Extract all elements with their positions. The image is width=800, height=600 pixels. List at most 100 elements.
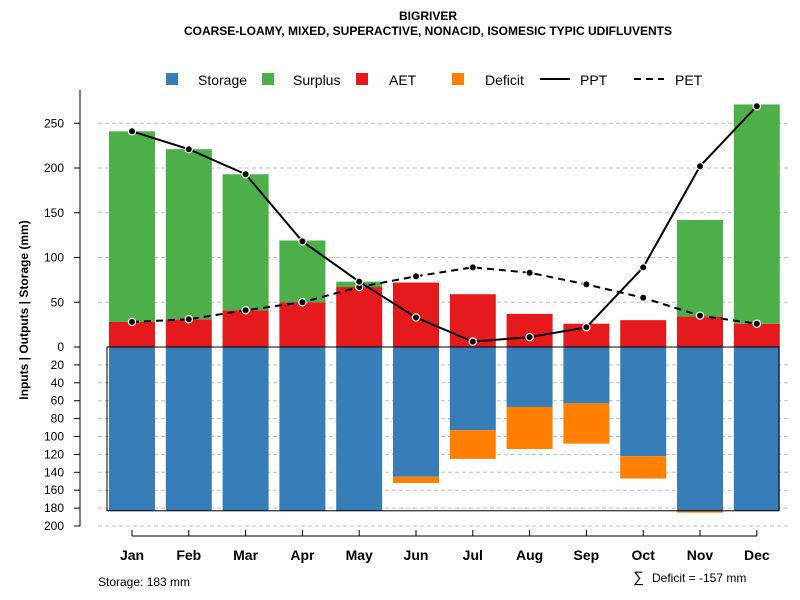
y-tick-label: 140: [44, 465, 64, 479]
legend-pet-label: PET: [675, 72, 703, 88]
y-tick-label: 200: [44, 519, 64, 533]
aet-bar: [222, 310, 269, 347]
ppt-point: [184, 145, 193, 154]
pet-point: [582, 280, 591, 289]
storage-bar: [563, 347, 610, 404]
aet-bar: [165, 319, 212, 347]
surplus-bar: [109, 131, 155, 322]
legend-deficit-swatch: [452, 73, 464, 85]
ppt-point: [355, 277, 364, 286]
y-tick-label: 0: [57, 340, 64, 354]
y-tick-label: 60: [51, 394, 65, 408]
storage-bar: [222, 347, 269, 511]
y-tick-label: 100: [44, 430, 64, 444]
axes: 0 50 100 150 200 250 20 40 60 80 100 120 140 160 180 20…: [44, 90, 780, 563]
ppt-line: [131, 105, 758, 343]
pet-point: [411, 272, 421, 281]
ppt-point: [468, 337, 477, 346]
ppt-point: [241, 170, 250, 179]
x-tick-label: Nov: [687, 547, 714, 563]
x-tick-label: Jun: [404, 547, 429, 563]
ppt-point: [298, 237, 307, 246]
legend-storage-label: Storage: [198, 72, 247, 88]
storage-bar: [165, 347, 212, 511]
storage-bar: [393, 347, 439, 477]
x-tick-label: Sep: [574, 547, 600, 563]
deficit-bar: [620, 456, 667, 479]
y-axis-label: Inputs | Outputs | Storage (mm): [17, 220, 31, 399]
ppt-point: [582, 323, 591, 332]
ppt-point: [411, 313, 421, 322]
legend-deficit-label: Deficit: [485, 72, 524, 88]
pet-point: [127, 317, 137, 327]
surplus-bar: [279, 240, 326, 303]
x-tick-label: Aug: [516, 547, 543, 563]
deficit-bar: [677, 510, 723, 513]
deficit-bar: [563, 403, 610, 444]
storage-bar: [109, 347, 155, 511]
x-tick-label: Jan: [120, 547, 144, 563]
pet-line: [131, 266, 757, 325]
aet-bar: [677, 316, 723, 347]
y-tick-label: 150: [44, 206, 64, 220]
storage-bar: [506, 347, 553, 407]
aet-bar: [506, 313, 553, 347]
storage-bar: [279, 347, 326, 511]
y-tick-label: 250: [44, 116, 64, 130]
ppt-point: [525, 332, 534, 342]
deficit-bar: [393, 476, 439, 484]
x-tick-label: Mar: [233, 547, 258, 563]
pet-point: [241, 306, 250, 315]
x-tick-label: May: [346, 547, 373, 563]
ppt-point: [639, 263, 648, 272]
y-tick-label: 120: [44, 447, 64, 461]
x-tick-label: Apr: [290, 547, 315, 563]
aet-bar: [620, 320, 667, 347]
legend-storage-swatch: [166, 73, 178, 85]
surplus-bar: [222, 174, 269, 311]
legend-ppt-label: PPT: [580, 72, 608, 88]
legend-surplus-swatch: [262, 73, 274, 85]
pet-point: [639, 293, 648, 302]
x-tick-label: Oct: [632, 547, 656, 563]
storage-bar: [677, 347, 723, 511]
deficit-bar: [506, 406, 553, 450]
legend-aet-label: AET: [389, 72, 417, 88]
legend: Storage Surplus AET Deficit PPT PET: [166, 72, 703, 88]
x-tick-label: Feb: [176, 547, 201, 563]
ppt-point: [695, 162, 705, 171]
storage-bar: [336, 347, 383, 511]
storage-bar: [449, 347, 496, 431]
deficit-bar: [449, 430, 496, 459]
pet-point: [184, 315, 193, 324]
aet-bar: [336, 287, 383, 347]
lines: [127, 102, 762, 346]
x-tick-label: Dec: [744, 547, 770, 563]
bars: [109, 104, 780, 513]
aet-bar: [733, 323, 780, 347]
y-tick-label: 20: [51, 358, 65, 372]
surplus-bar: [733, 104, 780, 324]
gridlines: [98, 122, 789, 527]
aet-bar: [279, 302, 326, 347]
y-tick-label: 100: [44, 251, 64, 265]
y-tick-label: 160: [44, 483, 64, 497]
storage-bar: [733, 347, 780, 511]
pet-point: [468, 263, 477, 272]
legend-aet-swatch: [356, 73, 368, 85]
pet-point: [298, 298, 307, 307]
ppt-point: [752, 102, 762, 111]
storage-bar: [620, 347, 667, 457]
sum-symbol-icon: ∑: [633, 569, 644, 586]
storage-footnote: Storage: 183 mm: [98, 575, 190, 589]
surplus-bar: [677, 219, 723, 317]
ppt-point: [127, 127, 137, 136]
surplus-bar: [165, 149, 212, 320]
y-tick-label: 200: [44, 161, 64, 175]
x-tick-label: Jul: [463, 547, 483, 563]
chart-subtitle: COARSE-LOAMY, MIXED, SUPERACTIVE, NONACI…: [184, 24, 672, 38]
legend-surplus-label: Surplus: [293, 72, 340, 88]
y-tick-label: 40: [51, 376, 65, 390]
y-tick-label: 80: [51, 412, 65, 426]
